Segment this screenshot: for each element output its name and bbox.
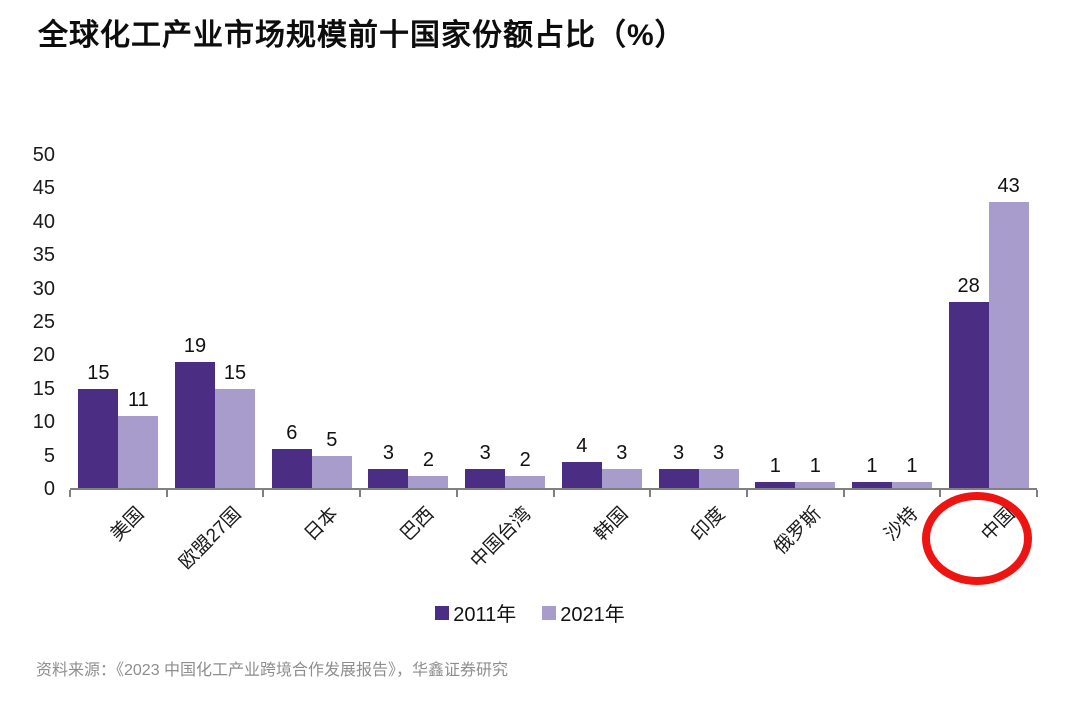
x-axis-label-日本: 日本 <box>300 503 343 546</box>
x-axis-label-韩国: 韩国 <box>590 503 633 546</box>
bar-2021年-美国 <box>118 415 159 489</box>
bar-2021年-中国 <box>988 201 1029 489</box>
legend-swatch <box>435 605 450 620</box>
x-axis-tick <box>69 490 71 497</box>
legend-swatch <box>542 605 557 620</box>
legend-item-2021年: 2021年 <box>542 598 625 627</box>
bar-2021年-俄罗斯 <box>795 482 836 489</box>
bar-value-label: 28 <box>957 274 980 297</box>
x-axis-tick <box>262 490 265 497</box>
bar-value-label: 3 <box>672 441 685 464</box>
y-axis-tick-label: 30 <box>32 277 55 300</box>
source-note: 资料来源：《2023 中国化工产业跨境合作发展报告》，华鑫证券研究 <box>36 662 509 679</box>
x-axis-label-印度: 印度 <box>687 503 729 546</box>
bar-value-label: 1 <box>906 455 918 478</box>
bar-value-label: 15 <box>87 361 110 384</box>
x-axis-tick <box>939 490 942 497</box>
bar-2011年-印度 <box>658 468 699 489</box>
legend-label: 2021年 <box>560 604 625 626</box>
x-axis-label-沙特: 沙特 <box>880 503 923 546</box>
bar-2011年-美国 <box>78 388 119 489</box>
highlight-circle <box>921 492 1032 585</box>
y-axis-tick-label: 40 <box>32 210 55 233</box>
bar-2021年-印度 <box>698 468 739 489</box>
bar-value-label: 5 <box>326 428 338 451</box>
x-axis-tick <box>649 490 652 497</box>
chart-title: 全球化工产业市场规模前十国家份额占比（%） <box>38 19 686 52</box>
bar-value-label: 1 <box>866 455 878 478</box>
legend: 2011年 2021年 <box>0 598 1060 627</box>
y-axis-tick-label: 0 <box>43 478 55 500</box>
y-axis-tick-label: 35 <box>32 244 55 267</box>
y-axis-tick-label: 45 <box>32 177 55 200</box>
bar-value-label: 3 <box>712 441 725 464</box>
y-axis-tick-label: 50 <box>32 144 55 166</box>
x-axis-tick <box>455 490 458 497</box>
bar-value-label: 3 <box>382 441 394 464</box>
bar-2011年-日本 <box>271 448 312 489</box>
legend-label: 2011年 <box>453 604 517 626</box>
bar-2021年-欧盟27国 <box>215 388 256 489</box>
bar-value-label: 11 <box>127 388 149 411</box>
bar-2011年-欧盟27国 <box>175 362 216 489</box>
bar-2021年-日本 <box>311 455 352 489</box>
x-axis-tick <box>842 490 845 497</box>
x-axis-tick <box>552 490 555 497</box>
bar-value-label: 2 <box>422 448 434 471</box>
y-axis-tick-label: 25 <box>32 311 55 333</box>
bar-2011年-中国台湾 <box>465 468 506 489</box>
y-axis-tick-label: 5 <box>43 444 55 467</box>
x-axis-tick <box>165 490 168 497</box>
x-axis-label-俄罗斯: 俄罗斯 <box>770 503 826 559</box>
bar-2011年-巴西 <box>368 468 409 489</box>
bar-value-label: 4 <box>576 435 588 458</box>
bar-2011年-韩国 <box>561 462 602 489</box>
x-axis-line <box>70 488 1037 490</box>
bar-2021年-巴西 <box>408 475 449 489</box>
bar-2021年-沙特 <box>891 482 932 489</box>
x-axis-label-欧盟27国: 欧盟27国 <box>175 503 246 574</box>
bar-2011年-俄罗斯 <box>755 482 796 489</box>
bar-value-label: 15 <box>223 361 247 384</box>
bar-2021年-中国台湾 <box>505 475 546 489</box>
y-axis-tick-label: 10 <box>32 411 55 434</box>
bar-value-label: 1 <box>809 455 821 478</box>
bar-value-label: 3 <box>616 441 628 464</box>
bar-value-label: 43 <box>997 174 1020 197</box>
y-axis-tick-label: 20 <box>32 344 55 367</box>
x-axis-tick <box>359 490 362 497</box>
bar-2021年-韩国 <box>601 468 642 489</box>
bar-2011年-沙特 <box>851 482 892 489</box>
x-axis-tick <box>745 490 748 497</box>
bar-value-label: 2 <box>519 448 531 471</box>
x-axis-label-中国台湾: 中国台湾 <box>466 503 536 573</box>
bar-2011年-中国 <box>948 301 989 489</box>
bar-value-label: 1 <box>769 455 781 478</box>
y-axis-tick-label: 15 <box>32 377 55 400</box>
bar-value-label: 3 <box>479 441 491 464</box>
legend-item-2011年: 2011年 <box>435 598 516 627</box>
x-axis-label-巴西: 巴西 <box>397 503 439 546</box>
bar-value-label: 6 <box>286 421 298 444</box>
x-axis-tick <box>1036 490 1038 497</box>
x-axis-label-美国: 美国 <box>107 503 149 546</box>
bar-value-label: 19 <box>183 335 207 358</box>
